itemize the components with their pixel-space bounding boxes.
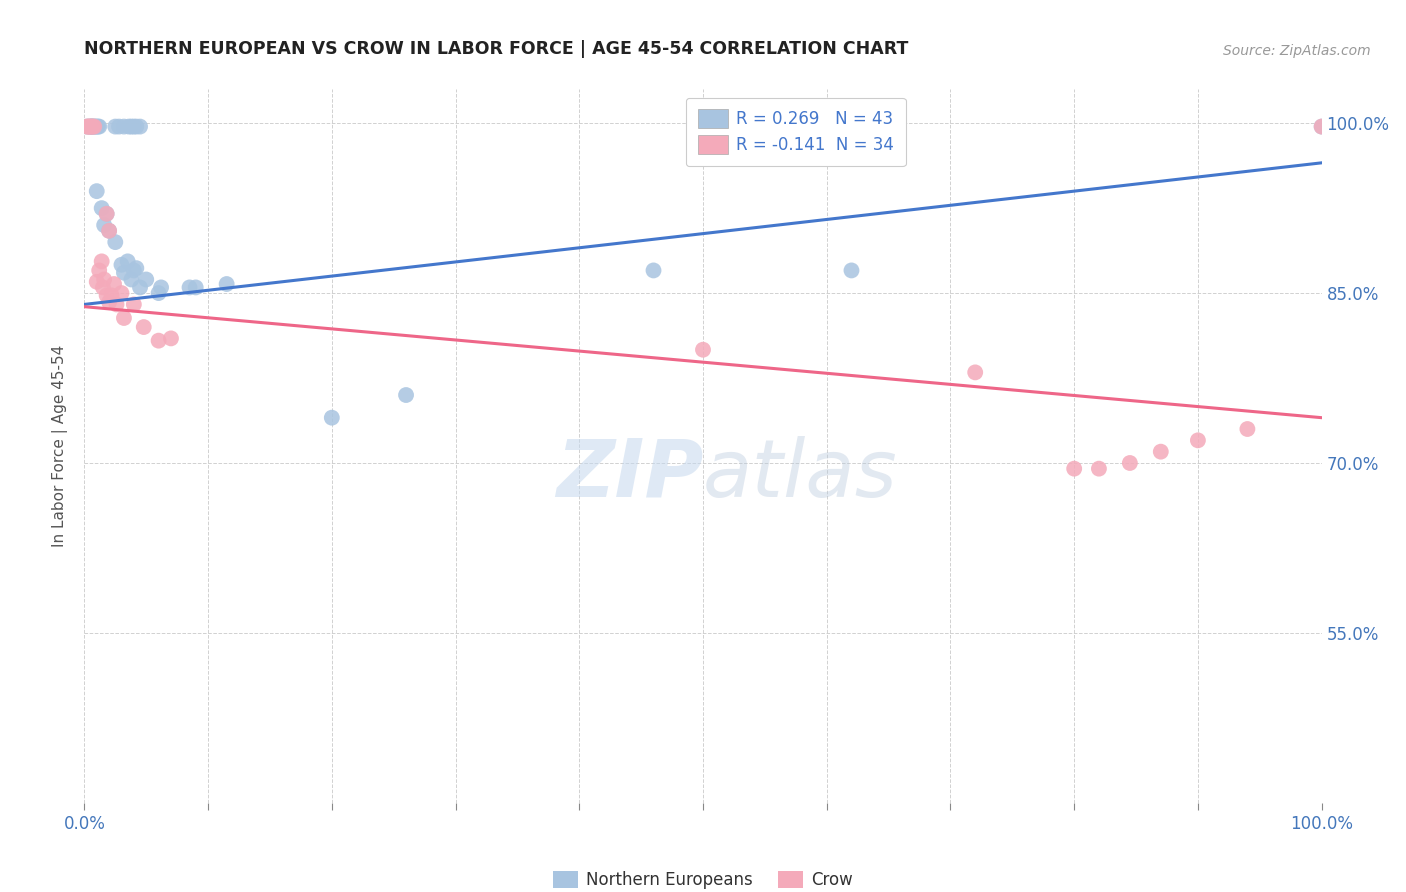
Point	[965, 365, 987, 379]
Point	[100, 288, 122, 302]
Point	[86, 275, 108, 289]
Point	[122, 263, 145, 277]
Y-axis label: In Labor Force | Age 45-54: In Labor Force | Age 45-54	[52, 345, 69, 547]
Point	[76, 120, 98, 134]
Point	[83, 120, 105, 134]
Point	[80, 120, 103, 134]
Point	[104, 235, 127, 249]
Point	[125, 120, 148, 134]
Text: ZIP: ZIP	[555, 435, 703, 514]
Point	[1310, 120, 1333, 134]
Point	[76, 120, 98, 134]
Point	[1119, 456, 1142, 470]
Point	[98, 224, 121, 238]
Point	[82, 120, 104, 134]
Point	[120, 272, 142, 286]
Point	[179, 280, 201, 294]
Point	[80, 120, 103, 134]
Point	[1063, 461, 1085, 475]
Point	[122, 297, 145, 311]
Point	[112, 120, 135, 134]
Point	[129, 120, 152, 134]
Point	[112, 311, 135, 326]
Point	[1187, 434, 1209, 448]
Point	[96, 288, 118, 302]
Point	[79, 120, 101, 134]
Point	[79, 120, 101, 134]
Point	[80, 120, 103, 134]
Point	[117, 254, 139, 268]
Point	[112, 266, 135, 280]
Point	[110, 286, 132, 301]
Point	[120, 120, 142, 134]
Point	[395, 388, 418, 402]
Point	[148, 286, 170, 301]
Point	[135, 272, 157, 286]
Point	[96, 207, 118, 221]
Point	[87, 120, 110, 134]
Point	[148, 334, 170, 348]
Point	[122, 120, 145, 134]
Point	[84, 120, 107, 134]
Point	[692, 343, 714, 357]
Point	[93, 272, 115, 286]
Point	[150, 280, 173, 294]
Point	[160, 331, 183, 345]
Point	[82, 120, 104, 134]
Point	[86, 184, 108, 198]
Text: Source: ZipAtlas.com: Source: ZipAtlas.com	[1223, 44, 1371, 58]
Point	[98, 295, 121, 310]
Text: NORTHERN EUROPEAN VS CROW IN LABOR FORCE | AGE 45-54 CORRELATION CHART: NORTHERN EUROPEAN VS CROW IN LABOR FORCE…	[84, 40, 908, 58]
Point	[184, 280, 207, 294]
Point	[90, 254, 112, 268]
Point	[83, 120, 105, 134]
Point	[103, 277, 125, 291]
Point	[79, 120, 101, 134]
Point	[77, 120, 100, 134]
Point	[132, 320, 155, 334]
Point	[96, 207, 118, 221]
Point	[118, 120, 141, 134]
Point	[321, 410, 343, 425]
Point	[108, 120, 131, 134]
Point	[1088, 461, 1111, 475]
Point	[91, 280, 114, 294]
Point	[105, 297, 128, 311]
Point	[215, 277, 238, 291]
Point	[110, 258, 132, 272]
Point	[93, 218, 115, 232]
Legend: Northern Europeans, Crow: Northern Europeans, Crow	[547, 864, 859, 892]
Point	[1310, 120, 1333, 134]
Point	[1150, 444, 1173, 458]
Point	[98, 224, 121, 238]
Point	[89, 120, 111, 134]
Text: atlas: atlas	[703, 435, 898, 514]
Point	[90, 201, 112, 215]
Point	[841, 263, 863, 277]
Point	[1236, 422, 1258, 436]
Point	[643, 263, 665, 277]
Point	[86, 120, 108, 134]
Point	[104, 120, 127, 134]
Point	[125, 261, 148, 276]
Point	[79, 120, 101, 134]
Point	[129, 280, 152, 294]
Point	[89, 263, 111, 277]
